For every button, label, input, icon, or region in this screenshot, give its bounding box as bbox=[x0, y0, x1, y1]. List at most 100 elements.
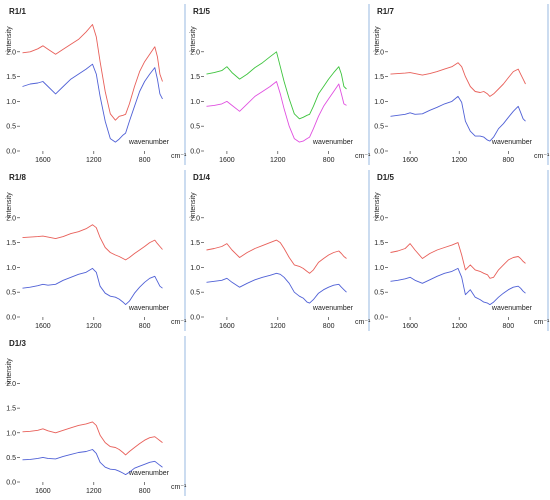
x-axis-label: wavenumber bbox=[491, 305, 533, 312]
x-axis-label: wavenumber bbox=[312, 305, 354, 312]
x-tick-label: 1600 bbox=[35, 323, 51, 330]
panel-title: D1/3 bbox=[9, 339, 26, 348]
y-tick-label: 0.5 bbox=[190, 124, 200, 131]
y-tick-label: 1.0 bbox=[374, 265, 384, 272]
spectrum-panel-1: R1/1 intensity 0.0 0.5 1.0 1.5 2.0 1600 1200 800 w… bbox=[6, 4, 187, 165]
x-tick-label: 1600 bbox=[402, 323, 418, 330]
x-axis-label: wavenumber bbox=[128, 305, 170, 312]
panel-title: D1/5 bbox=[377, 173, 394, 182]
x-tick-label: 1200 bbox=[270, 323, 286, 330]
y-tick-label: 1.0 bbox=[374, 99, 384, 106]
y-tick-label: 0.0 bbox=[374, 315, 384, 322]
y-tick-label: 2.0 bbox=[6, 49, 16, 56]
y-axis-label: intensity bbox=[6, 26, 13, 52]
y-tick-label: 1.5 bbox=[6, 406, 16, 413]
x-tick-label: 1200 bbox=[451, 323, 467, 330]
spectrum-line-1 bbox=[206, 51, 347, 120]
y-tick-label: 0.5 bbox=[374, 290, 384, 297]
panel-title: R1/5 bbox=[193, 7, 210, 16]
spectrum-panel-2: R1/5 intensity 0.0 0.5 1.0 1.5 2.0 1600 1200 800 w… bbox=[190, 4, 371, 165]
spectrum-panel-5: D1/4 intensity 0.0 0.5 1.0 1.5 2.0 1600 1200 800 w… bbox=[190, 170, 371, 331]
x-axis-label: wavenumber bbox=[128, 470, 170, 477]
x-axis-label: wavenumber bbox=[491, 139, 533, 146]
y-tick-label: 0.0 bbox=[6, 149, 16, 156]
spectrum-line-1 bbox=[390, 242, 526, 279]
x-unit-label: cm⁻¹ bbox=[171, 153, 187, 160]
y-tick-label: 0.5 bbox=[374, 124, 384, 131]
x-tick-label: 800 bbox=[323, 157, 335, 164]
y-axis-label: intensity bbox=[374, 192, 381, 218]
x-tick-label: 800 bbox=[503, 157, 515, 164]
y-tick-label: 1.5 bbox=[190, 240, 200, 247]
spectrum-panel-7: D1/3 intensity 0.0 0.5 1.0 1.5 2.0 1600 1200 800 w… bbox=[6, 336, 187, 496]
y-tick-label: 2.0 bbox=[374, 215, 384, 222]
spectrum-panel-3: R1/7 intensity 0.0 0.5 1.0 1.5 2.0 1600 1200 800 w… bbox=[374, 4, 550, 165]
y-tick-label: 1.5 bbox=[6, 240, 16, 247]
spectrum-line-1 bbox=[206, 239, 347, 274]
x-tick-label: 800 bbox=[139, 323, 151, 330]
x-tick-label: 1200 bbox=[86, 157, 102, 164]
x-tick-label: 1200 bbox=[451, 157, 467, 164]
spectrum-line-2 bbox=[22, 449, 163, 476]
x-unit-label: cm⁻¹ bbox=[171, 319, 187, 326]
x-tick-label: 800 bbox=[503, 323, 515, 330]
x-unit-label: cm⁻¹ bbox=[355, 319, 371, 326]
panel-title: R1/8 bbox=[9, 173, 26, 182]
y-tick-label: 0.5 bbox=[6, 124, 16, 131]
x-tick-label: 800 bbox=[139, 488, 151, 495]
y-tick-label: 1.0 bbox=[6, 99, 16, 106]
x-tick-label: 800 bbox=[323, 323, 335, 330]
x-tick-label: 1600 bbox=[35, 157, 51, 164]
x-unit-label: cm⁻¹ bbox=[534, 319, 550, 326]
spectrum-line-2 bbox=[206, 81, 347, 143]
x-tick-label: 1600 bbox=[35, 488, 51, 495]
y-tick-label: 0.0 bbox=[190, 149, 200, 156]
y-tick-label: 1.0 bbox=[190, 265, 200, 272]
y-axis-label: intensity bbox=[374, 26, 381, 52]
panel-title: D1/4 bbox=[193, 173, 210, 182]
y-tick-label: 1.5 bbox=[6, 74, 16, 81]
x-unit-label: cm⁻¹ bbox=[171, 484, 187, 491]
spectrum-panel-4: R1/8 intensity 0.0 0.5 1.0 1.5 2.0 1600 1200 800 w… bbox=[6, 170, 187, 331]
x-tick-label: 1600 bbox=[219, 323, 235, 330]
y-axis-label: intensity bbox=[6, 358, 13, 384]
x-tick-label: 1600 bbox=[219, 157, 235, 164]
panel-title: R1/1 bbox=[9, 7, 26, 16]
x-tick-label: 1200 bbox=[86, 323, 102, 330]
y-tick-label: 0.0 bbox=[374, 149, 384, 156]
y-tick-label: 0.0 bbox=[6, 315, 16, 322]
y-tick-label: 2.0 bbox=[374, 49, 384, 56]
x-tick-label: 1200 bbox=[270, 157, 286, 164]
y-tick-label: 0.0 bbox=[6, 480, 16, 487]
x-tick-label: 1200 bbox=[86, 488, 102, 495]
x-unit-label: cm⁻¹ bbox=[534, 153, 550, 160]
y-tick-label: 0.5 bbox=[6, 455, 16, 462]
spectrum-line-1 bbox=[390, 62, 526, 97]
y-tick-label: 2.0 bbox=[190, 215, 200, 222]
x-tick-label: 1600 bbox=[402, 157, 418, 164]
x-axis-label: wavenumber bbox=[312, 139, 354, 146]
spectrum-line-1 bbox=[22, 224, 163, 261]
y-axis-label: intensity bbox=[190, 192, 197, 218]
x-unit-label: cm⁻¹ bbox=[355, 153, 371, 160]
y-tick-label: 2.0 bbox=[190, 49, 200, 56]
y-axis-label: intensity bbox=[190, 26, 197, 52]
y-tick-label: 1.5 bbox=[190, 74, 200, 81]
spectrum-line-2 bbox=[22, 63, 163, 143]
y-tick-label: 1.5 bbox=[374, 74, 384, 81]
y-axis-label: intensity bbox=[6, 192, 13, 218]
panel-title: R1/7 bbox=[377, 7, 394, 16]
x-axis-label: wavenumber bbox=[128, 139, 170, 146]
y-tick-label: 1.0 bbox=[190, 99, 200, 106]
x-tick-label: 800 bbox=[139, 157, 151, 164]
spectrum-line-1 bbox=[22, 421, 163, 456]
spectrum-panel-6: D1/5 intensity 0.0 0.5 1.0 1.5 2.0 1600 1200 800 w… bbox=[374, 170, 550, 331]
y-tick-label: 0.5 bbox=[6, 290, 16, 297]
spectrum-line-2 bbox=[22, 267, 163, 306]
y-tick-label: 2.0 bbox=[6, 381, 16, 388]
y-tick-label: 0.0 bbox=[190, 315, 200, 322]
spectrum-line-2 bbox=[206, 272, 347, 304]
y-tick-label: 2.0 bbox=[6, 215, 16, 222]
y-tick-label: 1.0 bbox=[6, 265, 16, 272]
